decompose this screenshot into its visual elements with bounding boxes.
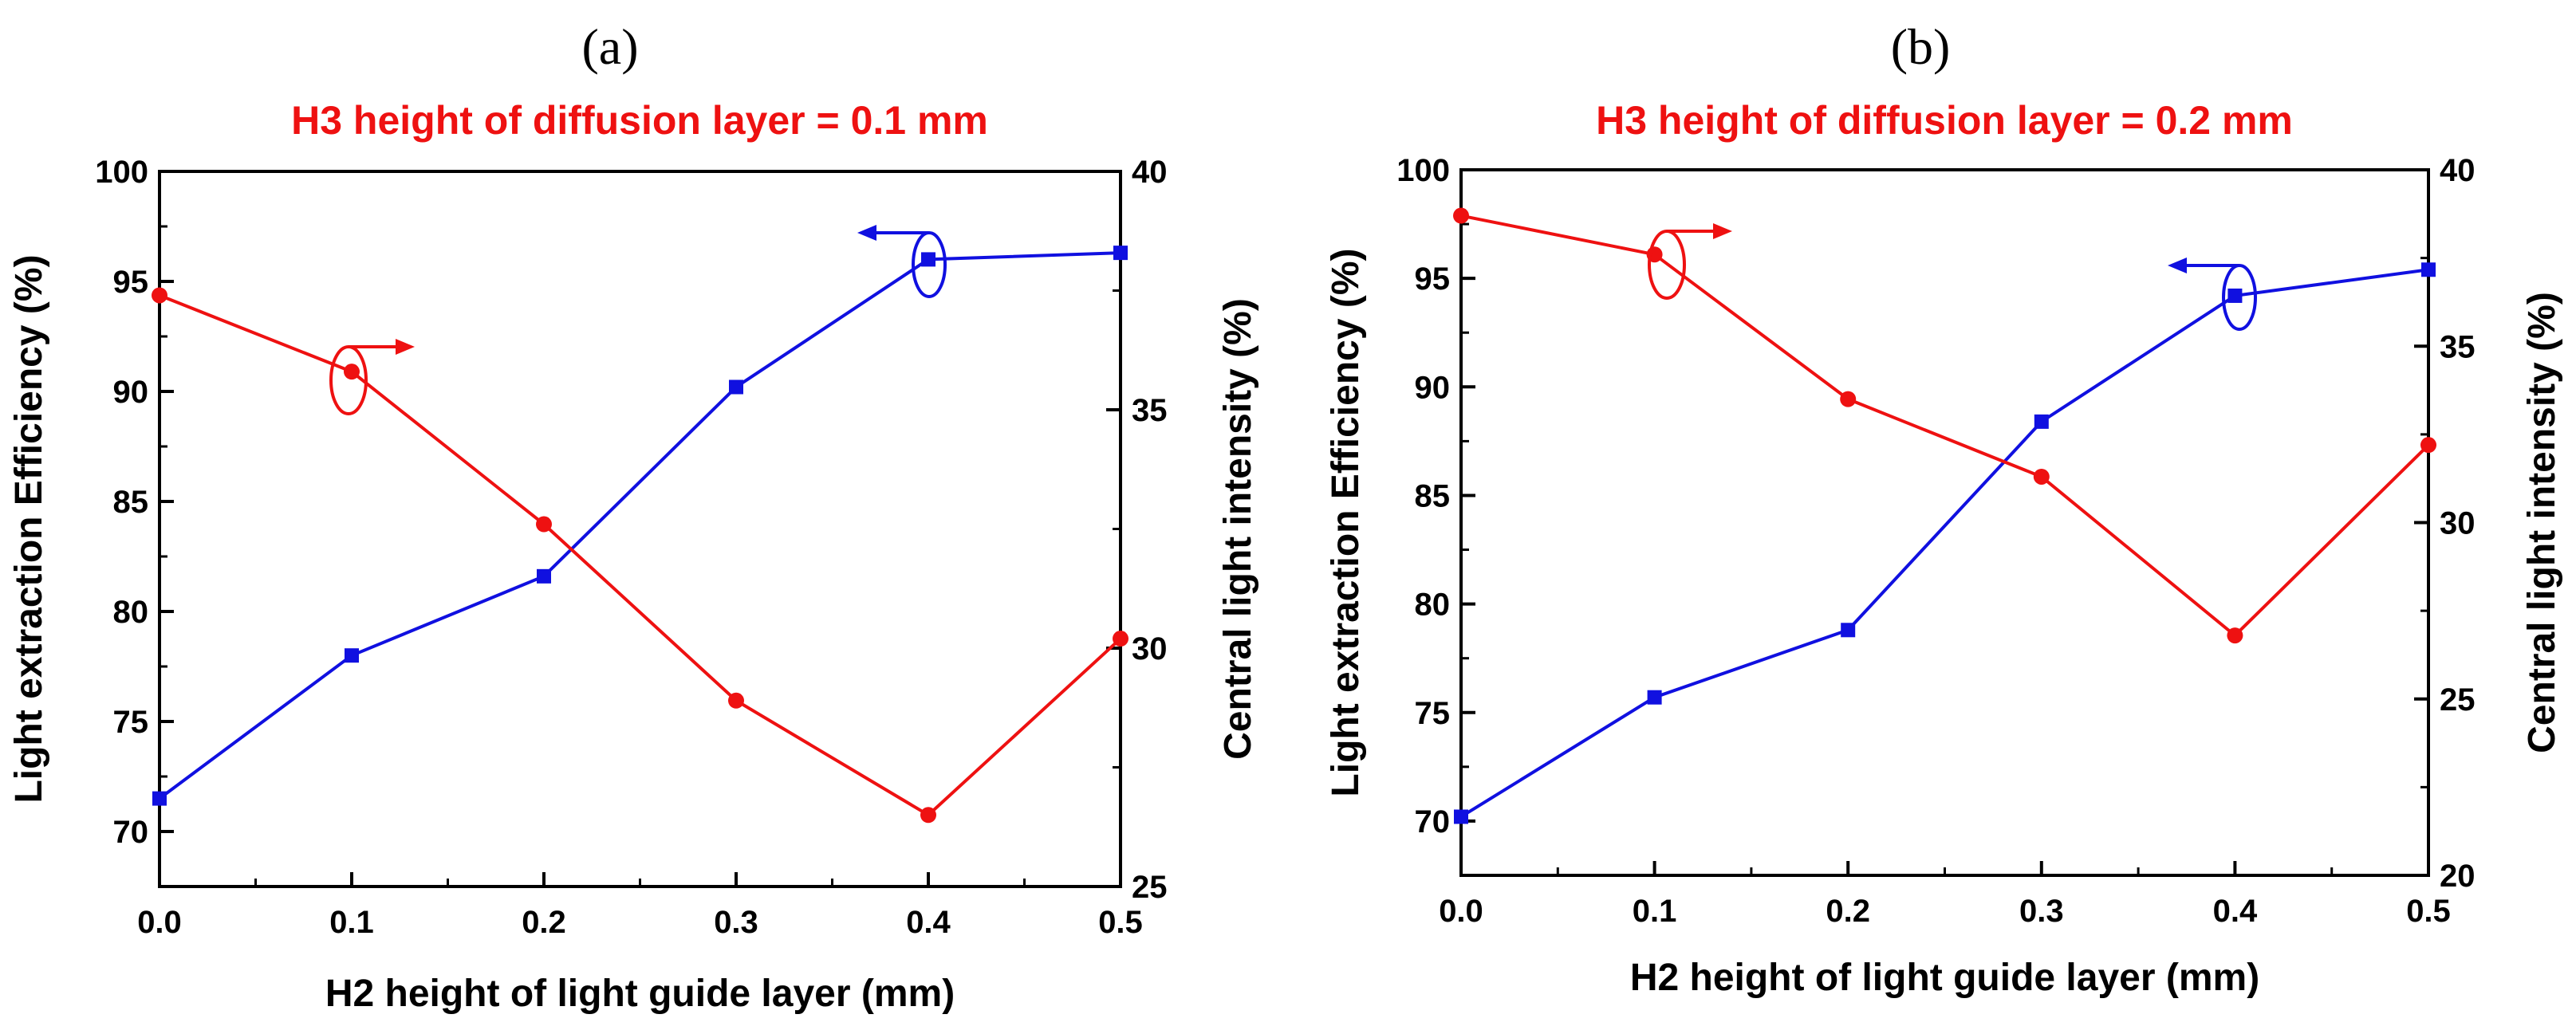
- x-tick-label: 0.1: [329, 905, 374, 940]
- y-left-axis-label: Light extraction Efficiency (%): [1325, 248, 1367, 796]
- intensity-data-point: [1453, 207, 1469, 224]
- y-left-tick-label: 85: [1415, 478, 1451, 513]
- intensity-data-point: [536, 516, 552, 533]
- y-right-tick-label: 40: [1132, 155, 1168, 190]
- y-left-tick-label: 100: [1396, 153, 1450, 188]
- y-left-tick-label: 70: [113, 815, 149, 850]
- intensity-data-point: [1113, 631, 1128, 647]
- x-tick-label: 0.3: [714, 905, 758, 940]
- y-right-tick-label: 40: [2440, 153, 2476, 188]
- y-left-tick-label: 90: [1415, 370, 1451, 405]
- y-left-tick-label: 80: [1415, 588, 1451, 623]
- right-arrow-icon: [1713, 223, 1732, 239]
- x-tick-label: 0.0: [137, 905, 182, 940]
- x-tick-label: 0.4: [906, 905, 951, 940]
- left-arrow-icon: [2168, 258, 2187, 273]
- y-left-tick-label: 75: [113, 705, 149, 740]
- y-left-tick-label: 90: [113, 375, 149, 410]
- panel-label: (a): [581, 18, 638, 75]
- y-left-tick-label: 75: [1415, 696, 1451, 731]
- efficiency-series-line: [158, 251, 1121, 800]
- intensity-data-point: [2033, 468, 2050, 485]
- intensity-data-point: [344, 364, 360, 380]
- x-tick-label: 0.0: [1439, 894, 1483, 929]
- y-left-tick-label: 100: [95, 155, 148, 190]
- efficiency-data-point: [921, 252, 935, 267]
- efficiency-data-point: [2227, 288, 2243, 303]
- intensity-data-point: [920, 807, 936, 824]
- y-right-tick-label: 30: [1132, 631, 1168, 666]
- y-right-tick-label: 25: [1132, 870, 1168, 905]
- x-tick-label: 0.4: [2213, 894, 2258, 929]
- y-right-axis-label: Central light intensity (%): [2521, 292, 2563, 753]
- left-arrow-icon: [857, 225, 876, 241]
- y-right-axis-label: Central light intensity (%): [1217, 298, 1259, 760]
- efficiency-data-point: [1841, 623, 1856, 638]
- intensity-data-point: [2227, 627, 2243, 644]
- intensity-data-point: [728, 692, 744, 709]
- x-tick-label: 0.3: [2019, 894, 2064, 929]
- efficiency-data-point: [345, 648, 359, 663]
- x-tick-label: 0.1: [1633, 894, 1677, 929]
- y-left-tick-label: 95: [113, 265, 149, 300]
- x-tick-label: 0.2: [522, 905, 566, 940]
- efficiency-data-point: [2421, 262, 2436, 277]
- right-arrow-icon: [396, 339, 415, 355]
- y-right-tick-label: 25: [2440, 682, 2476, 718]
- efficiency-data-point: [2034, 414, 2049, 429]
- intensity-series-line: [1460, 214, 2430, 638]
- intensity-series-line: [159, 293, 1122, 817]
- x-tick-label: 0.5: [1098, 905, 1143, 940]
- plot-frame: [158, 170, 1122, 888]
- y-left-axis-label: Light extraction Efficiency (%): [8, 254, 50, 803]
- efficiency-series-line: [1459, 268, 2429, 819]
- panel-label: (b): [1891, 18, 1951, 75]
- plot-frame: [1459, 168, 2430, 877]
- x-tick-label: 0.2: [1826, 894, 1870, 929]
- efficiency-data-point: [537, 568, 551, 584]
- efficiency-data-point: [152, 791, 167, 806]
- chart-panel-b: (b) H3 height of diffusion layer = 0.2 mm…: [1325, 18, 2563, 999]
- y-left-tick-label: 95: [1415, 261, 1451, 297]
- y-right-tick-label: 30: [2440, 506, 2476, 541]
- x-tick-label: 0.5: [2406, 894, 2451, 929]
- y-right-tick-label: 20: [2440, 859, 2476, 894]
- efficiency-data-point: [1647, 690, 1662, 705]
- y-left-tick-label: 85: [113, 485, 149, 520]
- intensity-data-point: [152, 287, 167, 304]
- x-axis-label: H2 height of light guide layer (mm): [1630, 957, 2259, 999]
- efficiency-data-point: [729, 379, 743, 395]
- y-left-tick-label: 70: [1415, 804, 1451, 839]
- intensity-data-point: [2420, 437, 2436, 454]
- x-axis-label: H2 height of light guide layer (mm): [325, 973, 955, 1015]
- chart-panel-a: (a) H3 height of diffusion layer = 0.1 mm…: [8, 18, 1259, 1015]
- intensity-data-point: [1840, 391, 1857, 407]
- chart-title: H3 height of diffusion layer = 0.2 mm: [1596, 98, 2293, 143]
- chart-title: H3 height of diffusion layer = 0.1 mm: [291, 98, 988, 143]
- y-right-tick-label: 35: [1132, 393, 1168, 428]
- efficiency-data-point: [1454, 809, 1468, 824]
- y-right-tick-label: 35: [2440, 329, 2476, 364]
- y-left-tick-label: 80: [113, 595, 149, 630]
- efficiency-data-point: [1113, 246, 1128, 261]
